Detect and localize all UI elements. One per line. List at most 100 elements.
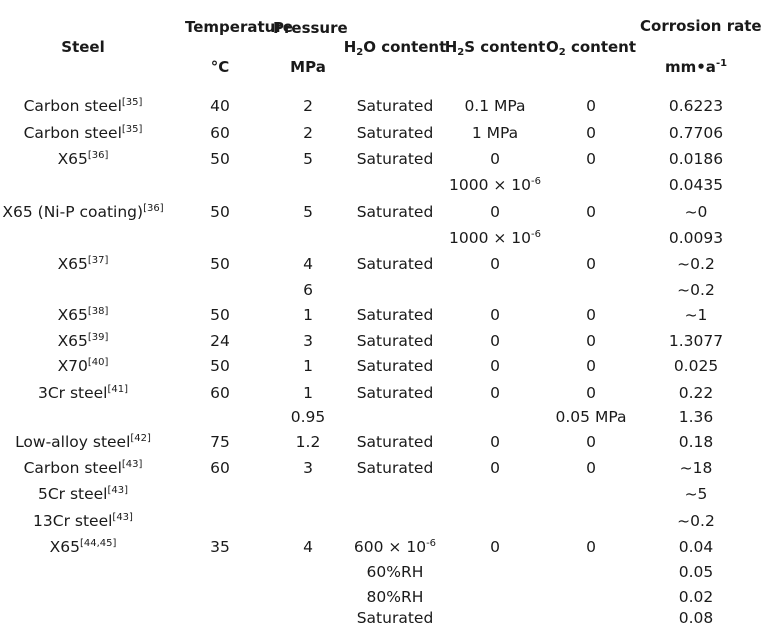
header-pressure: Pressure xyxy=(273,19,348,37)
cell-h2s-content: 0 xyxy=(490,433,500,451)
header-h2o-content: H2O content xyxy=(343,38,447,58)
header-pressure-unit: MPa xyxy=(290,58,326,76)
cell-temperature: 50 xyxy=(210,306,230,324)
cell-pressure: 2 xyxy=(303,97,313,115)
cell-h2o-content: Saturated xyxy=(356,124,434,142)
cell-o2-content: 0.05 MPa xyxy=(555,408,627,426)
cell-h2o-content: 60%RH xyxy=(366,563,424,581)
cell-pressure: 1 xyxy=(303,306,313,324)
cell-o2-content: 0 xyxy=(586,150,596,168)
header-o2-content: O2 content xyxy=(545,38,637,58)
cell-temperature: 60 xyxy=(210,124,230,142)
cell-steel: 5Cr steel[43] xyxy=(37,485,129,503)
cell-h2s-content: 0 xyxy=(490,384,500,402)
cell-pressure: 1 xyxy=(303,384,313,402)
cell-corrosion-rate: 1.36 xyxy=(678,408,714,426)
cell-pressure: 1 xyxy=(303,357,313,375)
cell-pressure: 4 xyxy=(303,538,313,556)
cell-corrosion-rate: 0.0435 xyxy=(668,176,724,194)
cell-h2o-content: Saturated xyxy=(356,609,434,627)
cell-steel: Low-alloy steel[42] xyxy=(15,433,151,451)
cell-temperature: 50 xyxy=(210,203,230,221)
cell-corrosion-rate: 0.02 xyxy=(678,588,714,606)
header-temperature-unit: °C xyxy=(210,58,230,76)
cell-temperature: 40 xyxy=(210,97,230,115)
cell-o2-content: 0 xyxy=(586,255,596,273)
cell-o2-content: 0 xyxy=(586,384,596,402)
cell-steel: 3Cr steel[41] xyxy=(37,384,129,402)
cell-corrosion-rate: ~1 xyxy=(684,306,708,324)
cell-steel: X65 (Ni-P coating)[36] xyxy=(2,203,164,221)
cell-temperature: 75 xyxy=(210,433,230,451)
cell-h2o-content: Saturated xyxy=(356,203,434,221)
cell-corrosion-rate: ~0.2 xyxy=(677,281,715,299)
cell-corrosion-rate: 0.7706 xyxy=(668,124,724,142)
cell-temperature: 60 xyxy=(210,459,230,477)
cell-o2-content: 0 xyxy=(586,306,596,324)
cell-o2-content: 0 xyxy=(586,357,596,375)
cell-pressure: 2 xyxy=(303,124,313,142)
cell-h2s-content: 0 xyxy=(490,255,500,273)
cell-temperature: 50 xyxy=(210,150,230,168)
cell-steel: X70[40] xyxy=(57,357,109,375)
cell-steel: Carbon steel[35] xyxy=(23,97,143,115)
cell-corrosion-rate: 0.0186 xyxy=(668,150,724,168)
cell-h2s-content: 0 xyxy=(490,459,500,477)
cell-o2-content: 0 xyxy=(586,538,596,556)
cell-h2s-content: 1000 × 10-6 xyxy=(449,176,541,194)
cell-steel: Carbon steel[43] xyxy=(23,459,143,477)
cell-h2o-content: Saturated xyxy=(356,384,434,402)
cell-pressure: 4 xyxy=(303,255,313,273)
cell-o2-content: 0 xyxy=(586,433,596,451)
cell-corrosion-rate: ~0.2 xyxy=(677,512,715,530)
header-steel: Steel xyxy=(61,38,105,56)
cell-temperature: 50 xyxy=(210,357,230,375)
cell-o2-content: 0 xyxy=(586,203,596,221)
cell-corrosion-rate: ~5 xyxy=(684,485,708,503)
cell-h2o-content: Saturated xyxy=(356,433,434,451)
cell-temperature: 50 xyxy=(210,255,230,273)
cell-h2s-content: 0.1 MPa xyxy=(464,97,526,115)
cell-corrosion-rate: ~0 xyxy=(684,203,708,221)
cell-h2o-content: Saturated xyxy=(356,306,434,324)
cell-corrosion-rate: 0.04 xyxy=(678,538,714,556)
cell-h2s-content: 0 xyxy=(490,150,500,168)
cell-pressure: 3 xyxy=(303,459,313,477)
cell-corrosion-rate: ~0.2 xyxy=(677,255,715,273)
cell-h2o-content: Saturated xyxy=(356,150,434,168)
cell-corrosion-rate: 1.3077 xyxy=(668,332,724,350)
cell-corrosion-rate: 0.05 xyxy=(678,563,714,581)
cell-h2o-content: Saturated xyxy=(356,332,434,350)
cell-h2o-content: Saturated xyxy=(356,255,434,273)
cell-pressure: 5 xyxy=(303,203,313,221)
cell-steel: X65[38] xyxy=(57,306,109,324)
cell-steel: X65[44,45] xyxy=(49,538,117,556)
cell-h2o-content: 600 × 10-6 xyxy=(353,538,437,556)
cell-h2s-content: 1 MPa xyxy=(471,124,519,142)
cell-steel: X65[39] xyxy=(57,332,109,350)
cell-steel: X65[36] xyxy=(57,150,109,168)
cell-corrosion-rate: 0.22 xyxy=(678,384,714,402)
cell-steel: X65[37] xyxy=(57,255,109,273)
cell-steel: Carbon steel[35] xyxy=(23,124,143,142)
header-corrosion-unit: mm•a-1 xyxy=(664,58,728,76)
cell-h2s-content: 0 xyxy=(490,538,500,556)
cell-o2-content: 0 xyxy=(586,124,596,142)
cell-temperature: 60 xyxy=(210,384,230,402)
header-h2s-content: H2S content xyxy=(444,38,546,58)
cell-temperature: 24 xyxy=(210,332,230,350)
cell-corrosion-rate: 0.08 xyxy=(678,609,714,627)
cell-h2s-content: 1000 × 10-6 xyxy=(449,229,541,247)
cell-temperature: 35 xyxy=(210,538,230,556)
cell-h2o-content: Saturated xyxy=(356,459,434,477)
cell-pressure: 3 xyxy=(303,332,313,350)
cell-corrosion-rate: 0.18 xyxy=(678,433,714,451)
cell-o2-content: 0 xyxy=(586,459,596,477)
cell-o2-content: 0 xyxy=(586,332,596,350)
cell-pressure: 5 xyxy=(303,150,313,168)
cell-steel: 13Cr steel[43] xyxy=(33,512,133,530)
cell-corrosion-rate: 0.025 xyxy=(673,357,719,375)
cell-o2-content: 0 xyxy=(586,97,596,115)
cell-h2s-content: 0 xyxy=(490,332,500,350)
cell-h2s-content: 0 xyxy=(490,357,500,375)
